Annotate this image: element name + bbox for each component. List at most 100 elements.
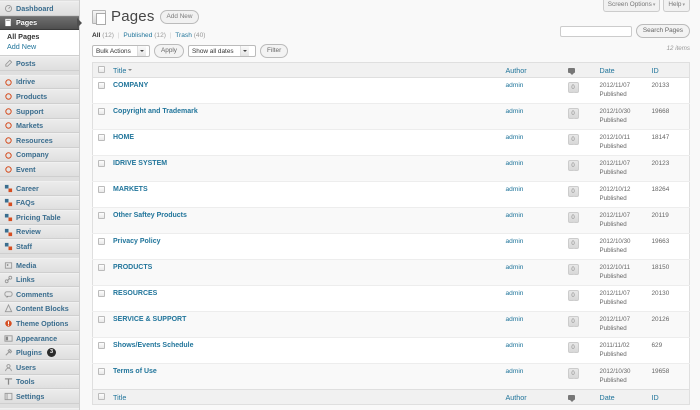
sidebar-item-idrive[interactable]: Idrive [0, 74, 79, 90]
table-row[interactable]: Copyright and Trademark admin 0 2012/10/30 P… [92, 103, 690, 130]
comment-count-badge[interactable]: 0 [567, 212, 579, 223]
row-checkbox-cell[interactable] [92, 233, 109, 260]
row-checkbox[interactable] [98, 82, 105, 89]
sidebar-item-comments[interactable]: Comments [0, 287, 79, 302]
sidebar-item-products[interactable]: Products [0, 89, 79, 104]
comment-count-badge[interactable]: 0 [567, 290, 579, 301]
row-checkbox[interactable] [98, 186, 105, 193]
page-title-link[interactable]: IDRIVE SYSTEM [113, 160, 168, 167]
page-title-link[interactable]: Privacy Policy [113, 238, 161, 245]
author-link[interactable]: admin [505, 264, 524, 271]
column-footer-date[interactable]: Date [595, 389, 648, 405]
sidebar-item-shortcodes[interactable]: Shortcodes [0, 407, 79, 410]
sidebar-item-review[interactable]: Review [0, 224, 79, 240]
sidebar-item-staff[interactable]: Staff [0, 239, 79, 254]
comment-count-badge[interactable]: 0 [567, 342, 579, 353]
sidebar-item-users[interactable]: Users [0, 360, 79, 375]
page-title-link[interactable]: PRODUCTS [113, 264, 153, 271]
page-title-link[interactable]: MARKETS [113, 186, 148, 193]
page-title-link[interactable]: COMPANY [113, 82, 149, 89]
sidebar-submenu-add-new[interactable]: Add New [7, 42, 37, 52]
sidebar-item-company[interactable]: Company [0, 147, 79, 163]
sidebar-item-theme-options[interactable]: Theme Options [0, 316, 79, 331]
comment-count-badge[interactable]: 0 [567, 134, 579, 145]
sidebar-item-plugins[interactable]: Plugins 3 [0, 345, 79, 361]
table-row[interactable]: MARKETS admin 0 2012/10/12 Published 18264 [92, 181, 690, 208]
page-title-link[interactable]: SERVICE & SUPPORT [113, 316, 187, 323]
column-footer-comments[interactable] [563, 389, 596, 405]
table-row[interactable]: Terms of Use admin 0 2012/10/30 Published 196… [92, 363, 690, 390]
row-checkbox[interactable] [98, 134, 105, 141]
table-row[interactable]: HOME admin 0 2012/10/11 Published 18147 [92, 129, 690, 156]
author-link[interactable]: admin [505, 134, 524, 141]
comment-count-badge[interactable]: 0 [567, 186, 579, 197]
row-checkbox-cell[interactable] [92, 259, 109, 286]
view-link-all[interactable]: All [92, 32, 101, 39]
comment-count-badge[interactable]: 0 [567, 108, 579, 119]
sidebar-item-pages[interactable]: Pages [0, 15, 82, 31]
row-checkbox-cell[interactable] [92, 181, 109, 208]
column-header-id[interactable]: ID [647, 62, 690, 78]
sidebar-item-pricing-table[interactable]: Pricing Table [0, 210, 79, 225]
select-all-footer[interactable] [92, 389, 109, 405]
sidebar-item-resources[interactable]: Resources [0, 133, 79, 148]
table-row[interactable]: COMPANY admin 0 2012/11/07 Published 20133 [92, 77, 690, 104]
sidebar-item-career[interactable]: Career [0, 180, 79, 196]
row-checkbox-cell[interactable] [92, 129, 109, 156]
page-title-link[interactable]: Other Saftey Products [113, 212, 187, 219]
table-row[interactable]: Other Saftey Products admin 0 2012/11/07 Pub… [92, 207, 690, 234]
author-link[interactable]: admin [505, 316, 524, 323]
add-new-button[interactable]: Add New [159, 10, 200, 24]
column-header-author[interactable]: Author [501, 62, 564, 78]
row-checkbox-cell[interactable] [92, 285, 109, 312]
comment-count-badge[interactable]: 0 [567, 316, 579, 327]
page-title-link[interactable]: HOME [113, 134, 134, 141]
search-pages-button[interactable]: Search Pages [635, 24, 690, 38]
column-header-date[interactable]: Date [595, 62, 648, 78]
author-link[interactable]: admin [505, 82, 524, 89]
sidebar-item-tools[interactable]: Tools [0, 374, 79, 390]
search-input[interactable] [559, 25, 632, 37]
comment-count-badge[interactable]: 0 [567, 160, 579, 171]
select-all-header[interactable] [92, 62, 109, 78]
sidebar-item-content-blocks[interactable]: Content Blocks [0, 301, 79, 317]
page-title-link[interactable]: Terms of Use [113, 368, 157, 375]
author-link[interactable]: admin [505, 342, 524, 349]
sidebar-item-event[interactable]: Event [0, 162, 79, 177]
row-checkbox[interactable] [98, 238, 105, 245]
row-checkbox-cell[interactable] [92, 207, 109, 234]
row-checkbox[interactable] [98, 290, 105, 297]
row-checkbox-cell[interactable] [92, 155, 109, 182]
view-link-trash[interactable]: Trash [175, 32, 192, 39]
row-checkbox[interactable] [98, 212, 105, 219]
row-checkbox-cell[interactable] [92, 363, 109, 390]
bulk-actions-select-top[interactable]: Bulk Actions [92, 45, 150, 57]
author-link[interactable]: admin [505, 368, 524, 375]
sidebar-item-dashboard[interactable]: Dashboard [0, 1, 79, 16]
table-row[interactable]: Shows/Events Schedule admin 0 2011/11/02 Pub… [92, 337, 690, 364]
column-header-title[interactable]: Title [109, 62, 502, 78]
author-link[interactable]: admin [505, 238, 524, 245]
author-link[interactable]: admin [505, 160, 524, 167]
table-row[interactable]: PRODUCTS admin 0 2012/10/11 Published 18150 [92, 259, 690, 286]
row-checkbox[interactable] [98, 160, 105, 167]
row-checkbox-cell[interactable] [92, 103, 109, 130]
row-checkbox-cell[interactable] [92, 311, 109, 338]
sidebar-item-posts[interactable]: Posts [0, 56, 79, 71]
sidebar-item-links[interactable]: Links [0, 272, 79, 288]
sidebar-item-markets[interactable]: Markets [0, 118, 79, 134]
row-checkbox-cell[interactable] [92, 337, 109, 364]
column-footer-author[interactable]: Author [501, 389, 564, 405]
select-all-checkbox-footer[interactable] [98, 392, 105, 400]
page-title-link[interactable]: Copyright and Trademark [113, 108, 198, 115]
screen-options-tab[interactable]: Screen Options▾ [602, 0, 661, 12]
column-header-comments[interactable] [563, 62, 596, 78]
author-link[interactable]: admin [505, 212, 524, 219]
sidebar-item-appearance[interactable]: Appearance [0, 330, 79, 346]
comment-count-badge[interactable]: 0 [567, 82, 579, 93]
comment-count-badge[interactable]: 0 [567, 238, 579, 249]
page-title-link[interactable]: Shows/Events Schedule [113, 342, 194, 349]
select-all-checkbox[interactable] [98, 65, 105, 73]
sidebar-item-support[interactable]: Support [0, 103, 79, 119]
column-footer-id[interactable]: ID [647, 389, 690, 405]
